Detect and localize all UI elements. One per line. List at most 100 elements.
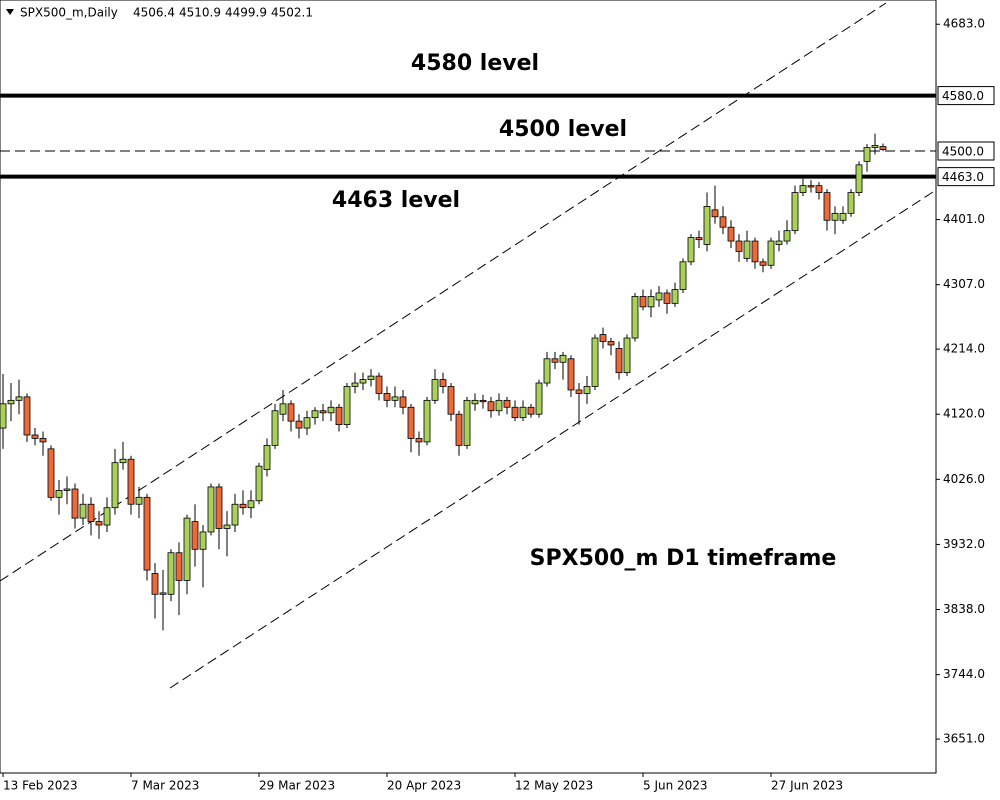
header-open: 4506.4 <box>133 6 175 20</box>
plot-frame <box>0 0 937 774</box>
candle-body <box>327 406 335 414</box>
candle-body <box>535 382 543 415</box>
candle-body <box>223 524 231 529</box>
annotation: 4463 level <box>332 188 460 213</box>
candle-body <box>543 358 551 384</box>
candle-body <box>255 465 263 502</box>
candle-body <box>279 403 287 415</box>
candle-body <box>551 358 559 363</box>
candle-body <box>183 517 191 581</box>
candle-body <box>623 337 631 374</box>
candle-body <box>847 192 855 214</box>
candle-body <box>743 240 751 259</box>
y-tick-label: 4307.0 <box>943 277 985 291</box>
y-tick-label: 4683.0 <box>943 17 985 31</box>
candle-body <box>71 488 79 519</box>
candle-body <box>791 192 799 232</box>
candle-body <box>407 406 415 439</box>
candle-body <box>199 531 207 550</box>
candle-body <box>679 261 687 290</box>
candle-body <box>319 410 327 414</box>
candle-body <box>367 375 375 380</box>
candle-body <box>527 406 535 415</box>
candle-body <box>647 296 655 308</box>
candle-body <box>271 410 279 446</box>
candle-body <box>0 403 7 429</box>
candle-body <box>863 147 871 162</box>
candle-body <box>583 386 591 394</box>
candle-body <box>783 230 791 242</box>
candle-body <box>711 209 719 218</box>
candle-body <box>471 399 479 405</box>
candle-body <box>751 240 759 263</box>
candle-body <box>351 382 359 387</box>
y-tick-label: 4401.0 <box>943 212 985 226</box>
candle-body <box>31 434 39 439</box>
candle-body <box>767 240 775 266</box>
candle-body <box>55 489 63 498</box>
candle-body <box>439 379 447 387</box>
candle-body <box>231 503 239 526</box>
candle-body <box>487 401 495 412</box>
level-label-box <box>937 86 995 106</box>
y-tick-label: 3932.0 <box>943 537 985 551</box>
candle-body <box>391 396 399 401</box>
x-tick-label: 27 Jun 2023 <box>771 779 843 793</box>
candle-body <box>495 399 503 412</box>
candle-body <box>359 379 367 384</box>
candle-body <box>519 406 527 419</box>
header-low: 4499.9 <box>225 6 267 20</box>
candle-body <box>263 444 271 471</box>
candle-body <box>375 375 383 394</box>
candle-body <box>215 486 223 529</box>
candle-body <box>167 552 175 595</box>
candle-body <box>311 410 319 419</box>
candle-body <box>775 240 783 245</box>
candle-body <box>127 458 135 505</box>
candle-body <box>423 399 431 443</box>
candle-body <box>631 296 639 339</box>
candle-body <box>639 296 647 308</box>
y-tick-label: 3744.0 <box>943 667 985 681</box>
candle-body <box>719 216 727 228</box>
candle-body <box>335 406 343 425</box>
candle-body <box>839 212 847 221</box>
header-close: 4502.1 <box>271 6 313 20</box>
candle-body <box>695 237 703 241</box>
header-high: 4510.9 <box>179 6 221 20</box>
candle-body <box>111 462 119 509</box>
annotation: 4500 level <box>499 117 627 142</box>
candle-body <box>447 386 455 415</box>
x-tick-label: 5 Jun 2023 <box>643 779 708 793</box>
candle-body <box>815 185 823 193</box>
candle-body <box>479 399 487 403</box>
y-tick-label: 3651.0 <box>943 732 985 746</box>
candle-body <box>399 396 407 408</box>
candle-body <box>191 521 199 550</box>
candle-body <box>615 348 623 374</box>
candle-body <box>687 237 695 263</box>
candle-body <box>567 358 575 391</box>
candle-body <box>663 292 671 304</box>
candle-body <box>247 500 255 509</box>
level-label: 4580.0 <box>942 89 984 103</box>
candle-body <box>671 289 679 304</box>
candle-body <box>831 212 839 221</box>
x-tick-label: 12 May 2023 <box>515 779 593 793</box>
candle-body <box>463 399 471 446</box>
candle-body <box>655 292 663 301</box>
candle-body <box>431 379 439 401</box>
candle-body <box>735 240 743 252</box>
candle-body <box>599 334 607 342</box>
header-arrow <box>6 9 14 15</box>
candle-body <box>175 552 183 581</box>
candle-body <box>287 403 295 422</box>
candle-body <box>871 145 879 148</box>
candle-body <box>119 458 127 464</box>
candle-body <box>383 393 391 401</box>
y-tick-label: 3838.0 <box>943 602 985 616</box>
x-tick-label: 20 Apr 2023 <box>387 779 461 793</box>
y-tick-label: 4120.0 <box>943 407 985 421</box>
